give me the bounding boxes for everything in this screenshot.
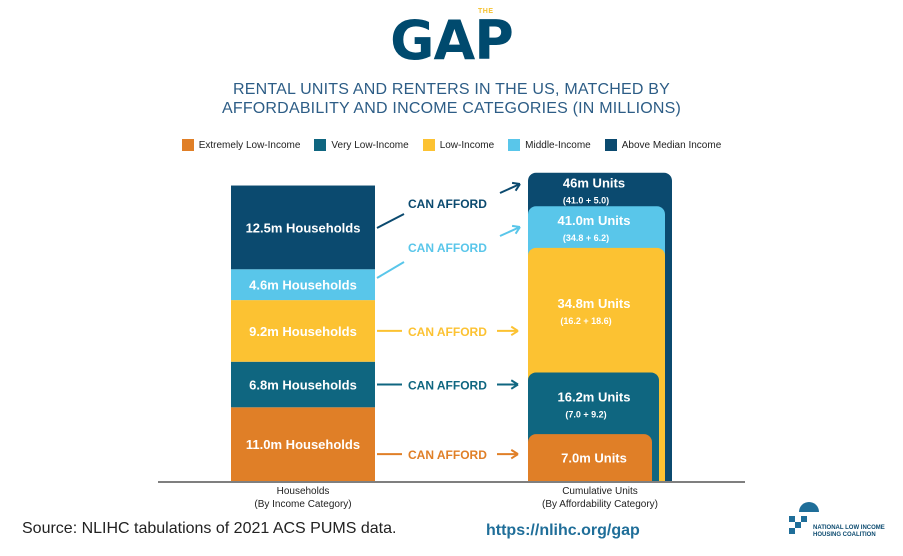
chart-title-line-1: RENTAL UNITS AND RENTERS IN THE US, MATC… — [232, 81, 671, 98]
can-afford-label: CAN AFFORD — [408, 448, 487, 462]
logo-square-icon — [795, 522, 801, 528]
household-bar-label: 12.5m Households — [246, 220, 361, 235]
arrow-head — [510, 379, 519, 390]
chart-title: RENTAL UNITS AND RENTERS IN THE US, MATC… — [0, 80, 903, 118]
household-bar-segment — [231, 407, 375, 481]
legend-swatch — [314, 139, 327, 151]
legend-item: Above Median Income — [604, 139, 722, 151]
household-bar-label: 4.6m Households — [249, 278, 357, 293]
units-bar — [528, 434, 652, 489]
units-bar-sublabel: (34.8 + 6.2) — [563, 233, 609, 243]
can-afford-label: CAN AFFORD — [408, 325, 487, 339]
logo-small-text: THE — [478, 8, 494, 15]
logo-dome-icon — [799, 502, 819, 512]
can-afford-label: CAN AFFORD — [408, 241, 487, 255]
org-name-line-2: HOUSING COALITION — [813, 532, 876, 538]
household-bar-label: 6.8m Households — [249, 378, 357, 393]
x-axis-sublabel: (By Income Category) — [254, 499, 351, 510]
legend-item: Middle-Income — [508, 139, 591, 151]
legend-swatch — [181, 139, 194, 151]
legend-label: Very Low-Income — [331, 139, 409, 151]
chart-title-line-2: AFFORDABILITY AND INCOME CATEGORIES (IN … — [221, 100, 682, 117]
legend-swatch — [508, 139, 521, 151]
logo: GAP — [0, 10, 903, 72]
units-bar-label: 34.8m Units — [558, 296, 631, 311]
arrow-head — [510, 449, 519, 460]
can-afford-label: CAN AFFORD — [408, 197, 487, 211]
legend-label: Above Median Income — [621, 139, 722, 151]
arrow-line — [499, 226, 521, 237]
units-bar-sublabel: (41.0 + 5.0) — [563, 196, 609, 206]
logo-square-icon — [789, 528, 795, 534]
legend-item: Very Low-Income — [314, 139, 409, 151]
units-bar-label: 41.0m Units — [558, 213, 631, 228]
legend-item: Low-Income — [422, 139, 495, 151]
x-axis-sublabel: (By Affordability Category) — [542, 499, 658, 510]
units-bar-sublabel: (16.2 + 18.6) — [560, 316, 611, 326]
household-bar-segment — [231, 361, 375, 408]
household-bar-label: 11.0m Households — [246, 437, 360, 452]
x-axis-label: Households — [277, 486, 330, 497]
arrow-line — [499, 183, 521, 194]
source-note: Source: NLIHC tabulations of 2021 ACS PU… — [22, 520, 397, 537]
units-bar-sublabel: (7.0 + 9.2) — [565, 409, 606, 419]
legend-label: Middle-Income — [525, 139, 591, 151]
legend-swatch — [422, 139, 435, 151]
connector-line — [376, 213, 405, 229]
legend-item: Extremely Low-Income — [181, 139, 301, 151]
nlihc-logo: NATIONAL LOW INCOME HOUSING COALITION — [789, 502, 885, 538]
legend-label: Low-Income — [439, 139, 495, 151]
arrow-head — [510, 325, 519, 337]
household-bar-segment — [231, 269, 375, 301]
household-bar-segment — [231, 185, 375, 270]
logo-text: GAP — [390, 9, 514, 72]
url-link[interactable]: https://nlihc.org/gap — [486, 522, 640, 539]
arrow-head — [511, 224, 521, 235]
units-bar-label: 46m Units — [563, 176, 625, 191]
org-name-line-1: NATIONAL LOW INCOME — [813, 525, 885, 531]
x-axis-label: Cumulative Units — [562, 486, 638, 497]
arrow-head — [511, 181, 521, 192]
household-bar-label: 9.2m Households — [249, 324, 357, 339]
logo-square-icon — [789, 516, 795, 522]
legend-swatch — [604, 139, 617, 151]
can-afford-label: CAN AFFORD — [408, 379, 487, 393]
logo-square-icon — [801, 516, 807, 522]
connector-line — [376, 261, 405, 279]
units-base-mask — [526, 481, 676, 491]
units-bar-label: 16.2m Units — [558, 389, 631, 404]
units-bar-label: 7.0m Units — [561, 451, 627, 466]
legend: Extremely Low-Income Very Low-Income Low-I… — [0, 139, 903, 151]
household-bar-segment — [231, 300, 375, 362]
legend-label: Extremely Low-Income — [198, 139, 301, 151]
